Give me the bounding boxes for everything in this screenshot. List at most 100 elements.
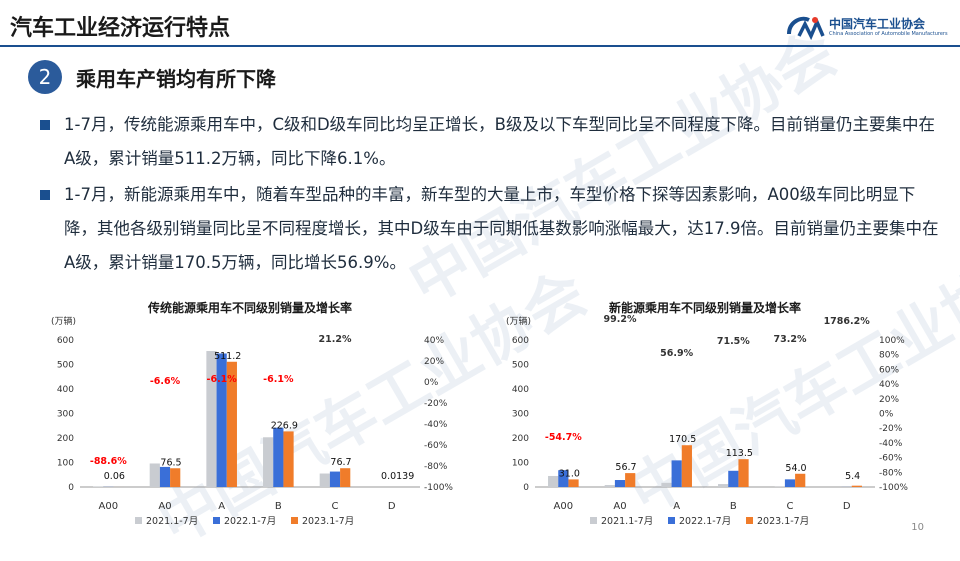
y2-tick-label: 40% [424, 336, 444, 346]
y-tick-label: 0 [523, 483, 529, 493]
data-label-2023: 76.7 [330, 457, 351, 468]
x-tick-label: A00 [99, 501, 119, 512]
y-tick-label: 200 [512, 434, 529, 444]
bar-2021.1-7月 [263, 437, 273, 487]
bar-2022.1-7月 [728, 471, 738, 487]
bullet-item: 1-7月，新能源乘用车中，随着车型品种的丰富，新车型的大量上市，车型价格下探等因… [40, 178, 940, 280]
y2-tick-label: 20% [424, 357, 444, 367]
y-tick-label: 600 [512, 336, 529, 346]
bar-2023.1-7月 [340, 468, 350, 487]
section-heading: 2 乘用车产销均有所下降 [28, 60, 276, 94]
chart-traditional-svg: 传统能源乘用车不同级别销量及增长率(万辆)0100200300400500600… [40, 292, 480, 537]
bar-2021.1-7月 [150, 463, 160, 487]
chart-nev-svg: 新能源乘用车不同级别销量及增长率(万辆)0100200300400500600-… [505, 292, 935, 537]
bar-2021.1-7月 [206, 351, 216, 487]
growth-rate-label: 71.5% [717, 336, 750, 347]
y2-tick-label: -60% [424, 441, 448, 451]
bar-2021.1-7月 [548, 476, 558, 487]
x-tick-label: D [388, 501, 396, 512]
logo: 中国汽车工业协会 China Association of Automobile… [785, 14, 948, 40]
data-label-2023: 31.0 [559, 468, 580, 479]
y2-tick-label: -80% [424, 462, 448, 472]
data-label-2023: 113.5 [726, 448, 753, 459]
y2-tick-label: -40% [879, 439, 903, 449]
y-tick-label: 100 [512, 459, 529, 469]
bullet-square-icon [40, 120, 50, 130]
x-tick-label: A00 [554, 501, 574, 512]
bar-2022.1-7月 [785, 479, 795, 487]
bar-2023.1-7月 [795, 474, 805, 487]
section-number: 2 [39, 65, 52, 89]
bar-2022.1-7月 [160, 467, 170, 487]
bar-2022.1-7月 [330, 472, 340, 487]
bar-2023.1-7月 [568, 479, 578, 487]
bar-2023.1-7月 [283, 431, 293, 487]
x-tick-label: A0 [613, 501, 626, 512]
y2-tick-label: 80% [879, 351, 899, 361]
bullet-text: 1-7月，新能源乘用车中，随着车型品种的丰富，新车型的大量上市，车型价格下探等因… [64, 185, 938, 272]
bar-2022.1-7月 [273, 428, 283, 487]
growth-rate-label: -88.6% [90, 456, 127, 467]
y2-tick-label: -60% [879, 454, 903, 464]
y2-tick-label: 40% [879, 380, 899, 390]
growth-rate-label: -6.1% [263, 374, 294, 385]
growth-rate-label: 21.2% [319, 334, 352, 345]
y-tick-label: 100 [57, 459, 74, 469]
legend-label: 2021.1-7月 [601, 516, 653, 527]
x-tick-label: B [730, 501, 737, 512]
bar-2021.1-7月 [320, 474, 330, 487]
y-tick-label: 300 [512, 410, 529, 420]
growth-rate-label: 73.2% [774, 334, 807, 345]
page-number: 10 [911, 522, 924, 533]
legend-swatch [291, 517, 298, 524]
y-tick-label: 200 [57, 434, 74, 444]
y-tick-label: 600 [57, 336, 74, 346]
x-tick-label: C [332, 501, 339, 512]
data-label-2023: 170.5 [669, 434, 696, 445]
data-label-2023: 56.7 [615, 462, 636, 473]
data-label-2023: 54.0 [785, 463, 806, 474]
logo-en: China Association of Automobile Manufact… [829, 31, 948, 38]
growth-rate-label: 1786.2% [824, 316, 871, 327]
x-tick-label: A [218, 501, 225, 512]
data-label-2023: 511.2 [214, 351, 241, 362]
y-unit-label: (万辆) [51, 315, 76, 327]
y-tick-label: 0 [68, 483, 74, 493]
x-tick-label: A [673, 501, 680, 512]
y-unit-label: (万辆) [506, 315, 531, 327]
y2-tick-label: -20% [424, 399, 448, 409]
legend-label: 2022.1-7月 [679, 516, 731, 527]
y-tick-label: 500 [57, 361, 74, 371]
bar-2021.1-7月 [718, 484, 728, 487]
bar-2023.1-7月 [625, 473, 635, 487]
growth-rate-label: 56.9% [660, 348, 693, 359]
header: 汽车工业经济运行特点 中国汽车工业协会 China Association of… [0, 0, 960, 50]
y-tick-label: 400 [512, 385, 529, 395]
legend-label: 2022.1-7月 [224, 516, 276, 527]
y2-tick-label: 0% [424, 378, 439, 388]
chart-title: 传统能源乘用车不同级别销量及增长率 [147, 300, 352, 315]
y2-tick-label: -100% [879, 483, 908, 493]
data-label-2023: 226.9 [271, 420, 298, 431]
legend-label: 2023.1-7月 [757, 516, 809, 527]
y2-tick-label: 0% [879, 410, 894, 420]
data-label-2023: 5.4 [845, 471, 860, 482]
header-divider [0, 45, 960, 47]
bar-2022.1-7月 [672, 460, 682, 487]
legend-swatch [668, 517, 675, 524]
bar-2023.1-7月 [170, 468, 180, 487]
data-label-2023: 76.5 [160, 457, 181, 468]
y2-tick-label: -100% [424, 483, 453, 493]
section-number-badge: 2 [28, 60, 62, 94]
bullet-item: 1-7月，传统能源乘用车中，C级和D级车同比均呈正增长，B级及以下车型同比呈不同… [40, 108, 940, 176]
y-tick-label: 300 [57, 410, 74, 420]
section-title: 乘用车产销均有所下降 [76, 63, 276, 92]
y2-tick-label: 20% [879, 395, 899, 405]
bar-2023.1-7月 [682, 445, 692, 487]
legend-swatch [213, 517, 220, 524]
growth-rate-label: 99.2% [604, 314, 637, 325]
legend-label: 2021.1-7月 [146, 516, 198, 527]
y-tick-label: 500 [512, 361, 529, 371]
